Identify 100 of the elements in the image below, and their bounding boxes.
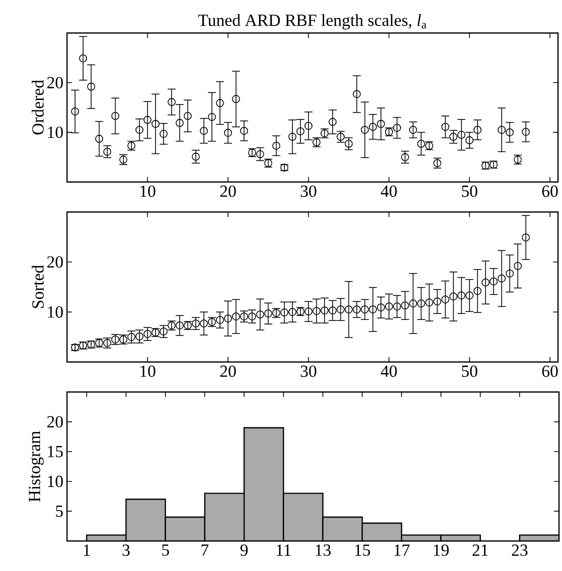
- point: [514, 262, 522, 270]
- point: [216, 316, 224, 324]
- point: [240, 126, 248, 135]
- y-tick-label: 5: [56, 506, 63, 517]
- y-tick-label: 20: [47, 76, 63, 88]
- point: [312, 307, 321, 315]
- point: [433, 298, 442, 306]
- point: [498, 274, 506, 282]
- point: [369, 122, 377, 131]
- point: [458, 292, 466, 300]
- point: [79, 54, 88, 62]
- x-tick-label: 7: [202, 544, 209, 556]
- x-tick-label: 5: [162, 544, 170, 556]
- point: [450, 132, 458, 141]
- x-tick-label: 23: [512, 544, 528, 556]
- point: [393, 124, 402, 132]
- point: [224, 128, 232, 137]
- point: [344, 140, 353, 148]
- x-tick-label: 17: [394, 544, 410, 556]
- point: [441, 122, 450, 131]
- x-tick-label: 50: [462, 186, 478, 197]
- x-tick-label: 13: [316, 544, 331, 556]
- point: [216, 99, 224, 108]
- x-tick-label: 11: [276, 544, 291, 556]
- point: [256, 150, 264, 158]
- point: [288, 308, 296, 316]
- point: [192, 320, 200, 328]
- x-tick-label: 40: [380, 366, 397, 377]
- point: [474, 287, 482, 295]
- point: [385, 302, 394, 310]
- point: [176, 118, 184, 127]
- point: [272, 142, 280, 150]
- point: [352, 90, 361, 98]
- x-tick-label: 9: [240, 544, 248, 556]
- point: [111, 112, 120, 120]
- x-tick-label: 15: [355, 544, 370, 556]
- point: [474, 126, 482, 134]
- x-tick-label: 40: [380, 186, 397, 197]
- point: [498, 126, 506, 134]
- point: [160, 130, 168, 138]
- point: [522, 234, 530, 242]
- point: [328, 118, 337, 126]
- x-tick-label: 50: [462, 366, 478, 377]
- x-tick-label: 3: [122, 544, 130, 556]
- x-tick-label: 60: [542, 366, 558, 377]
- point: [184, 112, 192, 120]
- point: [248, 312, 256, 320]
- y-tick-label: 15: [48, 446, 63, 458]
- y-tick-label: 20: [47, 416, 63, 428]
- x-tick-label: 19: [434, 544, 449, 556]
- point: [176, 322, 184, 330]
- point: [208, 112, 216, 121]
- point: [344, 306, 353, 314]
- x-tick-label: 20: [220, 366, 236, 377]
- point: [490, 278, 498, 286]
- x-tick-label: 10: [140, 186, 156, 197]
- point: [360, 306, 369, 314]
- point: [417, 300, 426, 308]
- point: [393, 302, 402, 310]
- point: [425, 298, 434, 306]
- point: [304, 308, 313, 316]
- point: [360, 126, 369, 134]
- point: [482, 278, 490, 286]
- point: [192, 152, 200, 161]
- point: [232, 95, 240, 104]
- point: [224, 314, 232, 322]
- point: [304, 122, 313, 130]
- x-tick-label: 10: [140, 366, 156, 377]
- x-tick-label: 30: [300, 186, 316, 197]
- point: [401, 302, 410, 310]
- point: [409, 300, 418, 308]
- point: [103, 148, 112, 156]
- point: [328, 306, 337, 314]
- point: [87, 82, 96, 91]
- point: [377, 304, 386, 312]
- x-tick-label: 60: [542, 186, 558, 197]
- point: [232, 312, 240, 320]
- point: [441, 296, 450, 304]
- point: [450, 292, 458, 300]
- x-tick-label: 1: [84, 544, 90, 556]
- y-axis-title: Ordered: [32, 80, 44, 135]
- point: [256, 310, 264, 318]
- y-tick-label: 10: [48, 306, 63, 318]
- point: [144, 116, 152, 124]
- point: [288, 132, 296, 141]
- point: [377, 120, 386, 128]
- point: [352, 306, 361, 314]
- point: [200, 320, 208, 328]
- point: [136, 126, 144, 134]
- point: [506, 128, 514, 136]
- point: [506, 270, 514, 278]
- point: [466, 292, 474, 300]
- point: [401, 153, 410, 162]
- point: [522, 128, 530, 136]
- x-tick-label: 20: [220, 186, 236, 197]
- y-axis-title: Histogram: [28, 431, 44, 502]
- y-tick-label: 10: [48, 126, 63, 138]
- y-tick-label: 20: [47, 256, 63, 268]
- point: [280, 308, 288, 316]
- point: [369, 306, 377, 314]
